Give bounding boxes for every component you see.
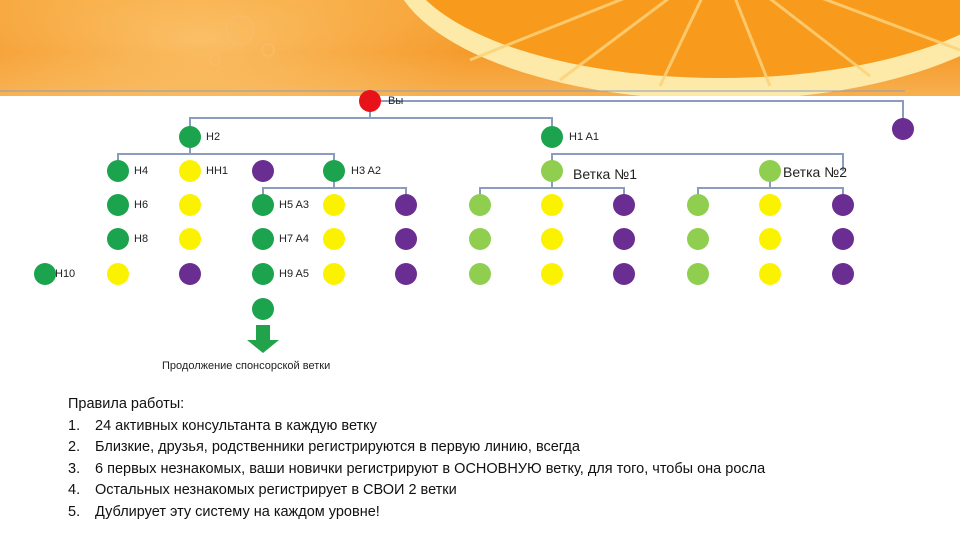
node-h8 xyxy=(107,228,129,250)
label-branch1: Ветка №1 xyxy=(573,166,637,182)
node-h9a5 xyxy=(252,263,274,285)
label-h2: H2 xyxy=(206,131,221,143)
rule-text: 24 активных консультанта в каждую ветку xyxy=(95,417,377,434)
rule-item: 4. Остальных незнакомых регистрирует в СВ… xyxy=(68,480,948,502)
grid-node xyxy=(179,228,201,250)
rules-section: Правила работы: 1. 24 активных консультан… xyxy=(68,394,948,523)
grid-node xyxy=(541,228,563,250)
node-branch2-head xyxy=(759,160,781,182)
label-h7a4: H7 A4 xyxy=(279,233,309,245)
grid-node xyxy=(541,194,563,216)
grid-node xyxy=(107,263,129,285)
label-branch2: Ветка №2 xyxy=(783,164,847,180)
grid-node xyxy=(323,194,345,216)
label-h3a2: H3 A2 xyxy=(351,165,381,177)
grid-node xyxy=(323,263,345,285)
rule-item: 3. 6 первых незнакомых, ваши новички реги… xyxy=(68,459,948,481)
label-you: Вы xyxy=(388,95,404,107)
label-h4: H4 xyxy=(134,165,149,177)
rules-title: Правила работы: xyxy=(68,396,185,412)
grid-node xyxy=(469,194,491,216)
node-right-purple xyxy=(892,118,914,140)
rule-text: Близкие, друзья, родственники регистриру… xyxy=(95,439,580,455)
node-h6 xyxy=(107,194,129,216)
node-h10 xyxy=(34,263,56,285)
arrow-down-icon xyxy=(247,325,279,353)
grid-node xyxy=(469,263,491,285)
node-h2 xyxy=(179,126,201,148)
label-h9a5: H9 A5 xyxy=(279,268,309,280)
grid-node xyxy=(832,263,854,285)
grid-node xyxy=(759,194,781,216)
node-branch1-head xyxy=(541,160,563,182)
grid-node xyxy=(687,263,709,285)
grid-node xyxy=(832,228,854,250)
node-purple-l2 xyxy=(252,160,274,182)
node-h1a1 xyxy=(541,126,563,148)
rule-number: 1. xyxy=(68,417,81,434)
rule-number: 5. xyxy=(68,503,81,520)
grid-node xyxy=(832,194,854,216)
grid-node xyxy=(541,263,563,285)
grid-node xyxy=(179,194,201,216)
grid-node xyxy=(759,263,781,285)
grid-node xyxy=(395,263,417,285)
node-h5a3 xyxy=(252,194,274,216)
node-h3a2 xyxy=(323,160,345,182)
grid-node xyxy=(613,194,635,216)
node-h4 xyxy=(107,160,129,182)
rule-item: 1. 24 активных консультанта в каждую ветк… xyxy=(68,416,948,438)
root-node-you xyxy=(359,90,381,112)
node-grid xyxy=(34,194,854,320)
grid-node xyxy=(179,263,201,285)
rule-text: 6 первых незнакомых, ваши новички регист… xyxy=(95,460,766,477)
rule-number: 4. xyxy=(68,482,81,498)
node-h7a4 xyxy=(252,228,274,250)
label-h1a1: H1 A1 xyxy=(569,131,599,143)
orange-banner xyxy=(0,0,960,96)
rule-text: Дублирует эту систему на каждом уровне! xyxy=(95,503,380,520)
grid-node xyxy=(469,228,491,250)
rules-list: 1. 24 активных консультанта в каждую ветк… xyxy=(68,416,948,524)
label-h8: H8 xyxy=(134,233,149,245)
label-continuation: Продолжение спонсорской ветки xyxy=(162,360,331,372)
label-hh1: HH1 xyxy=(206,165,229,177)
rule-item: 5. Дублирует эту систему на каждом уровне… xyxy=(68,502,948,524)
rule-number: 3. xyxy=(68,460,81,477)
grid-node xyxy=(395,194,417,216)
node-continuation xyxy=(252,298,274,320)
rule-item: 2. Близкие, друзья, родственники регистри… xyxy=(68,437,948,459)
rule-number: 2. xyxy=(68,439,81,455)
rule-text: Остальных незнакомых регистрирует в СВОИ… xyxy=(95,482,457,498)
tree-connectors xyxy=(117,100,904,204)
footer-brand: fppt.com xyxy=(909,525,952,536)
grid-node xyxy=(759,228,781,250)
grid-node xyxy=(687,228,709,250)
grid-node xyxy=(323,228,345,250)
label-h6: H6 xyxy=(134,199,149,211)
grid-node xyxy=(613,263,635,285)
label-h5a3: H5 A3 xyxy=(279,199,309,211)
label-h10: H10 xyxy=(55,268,76,280)
grid-node xyxy=(613,228,635,250)
node-hh1 xyxy=(179,160,201,182)
orange-slice-image xyxy=(209,0,960,96)
grid-node xyxy=(395,228,417,250)
grid-node xyxy=(687,194,709,216)
